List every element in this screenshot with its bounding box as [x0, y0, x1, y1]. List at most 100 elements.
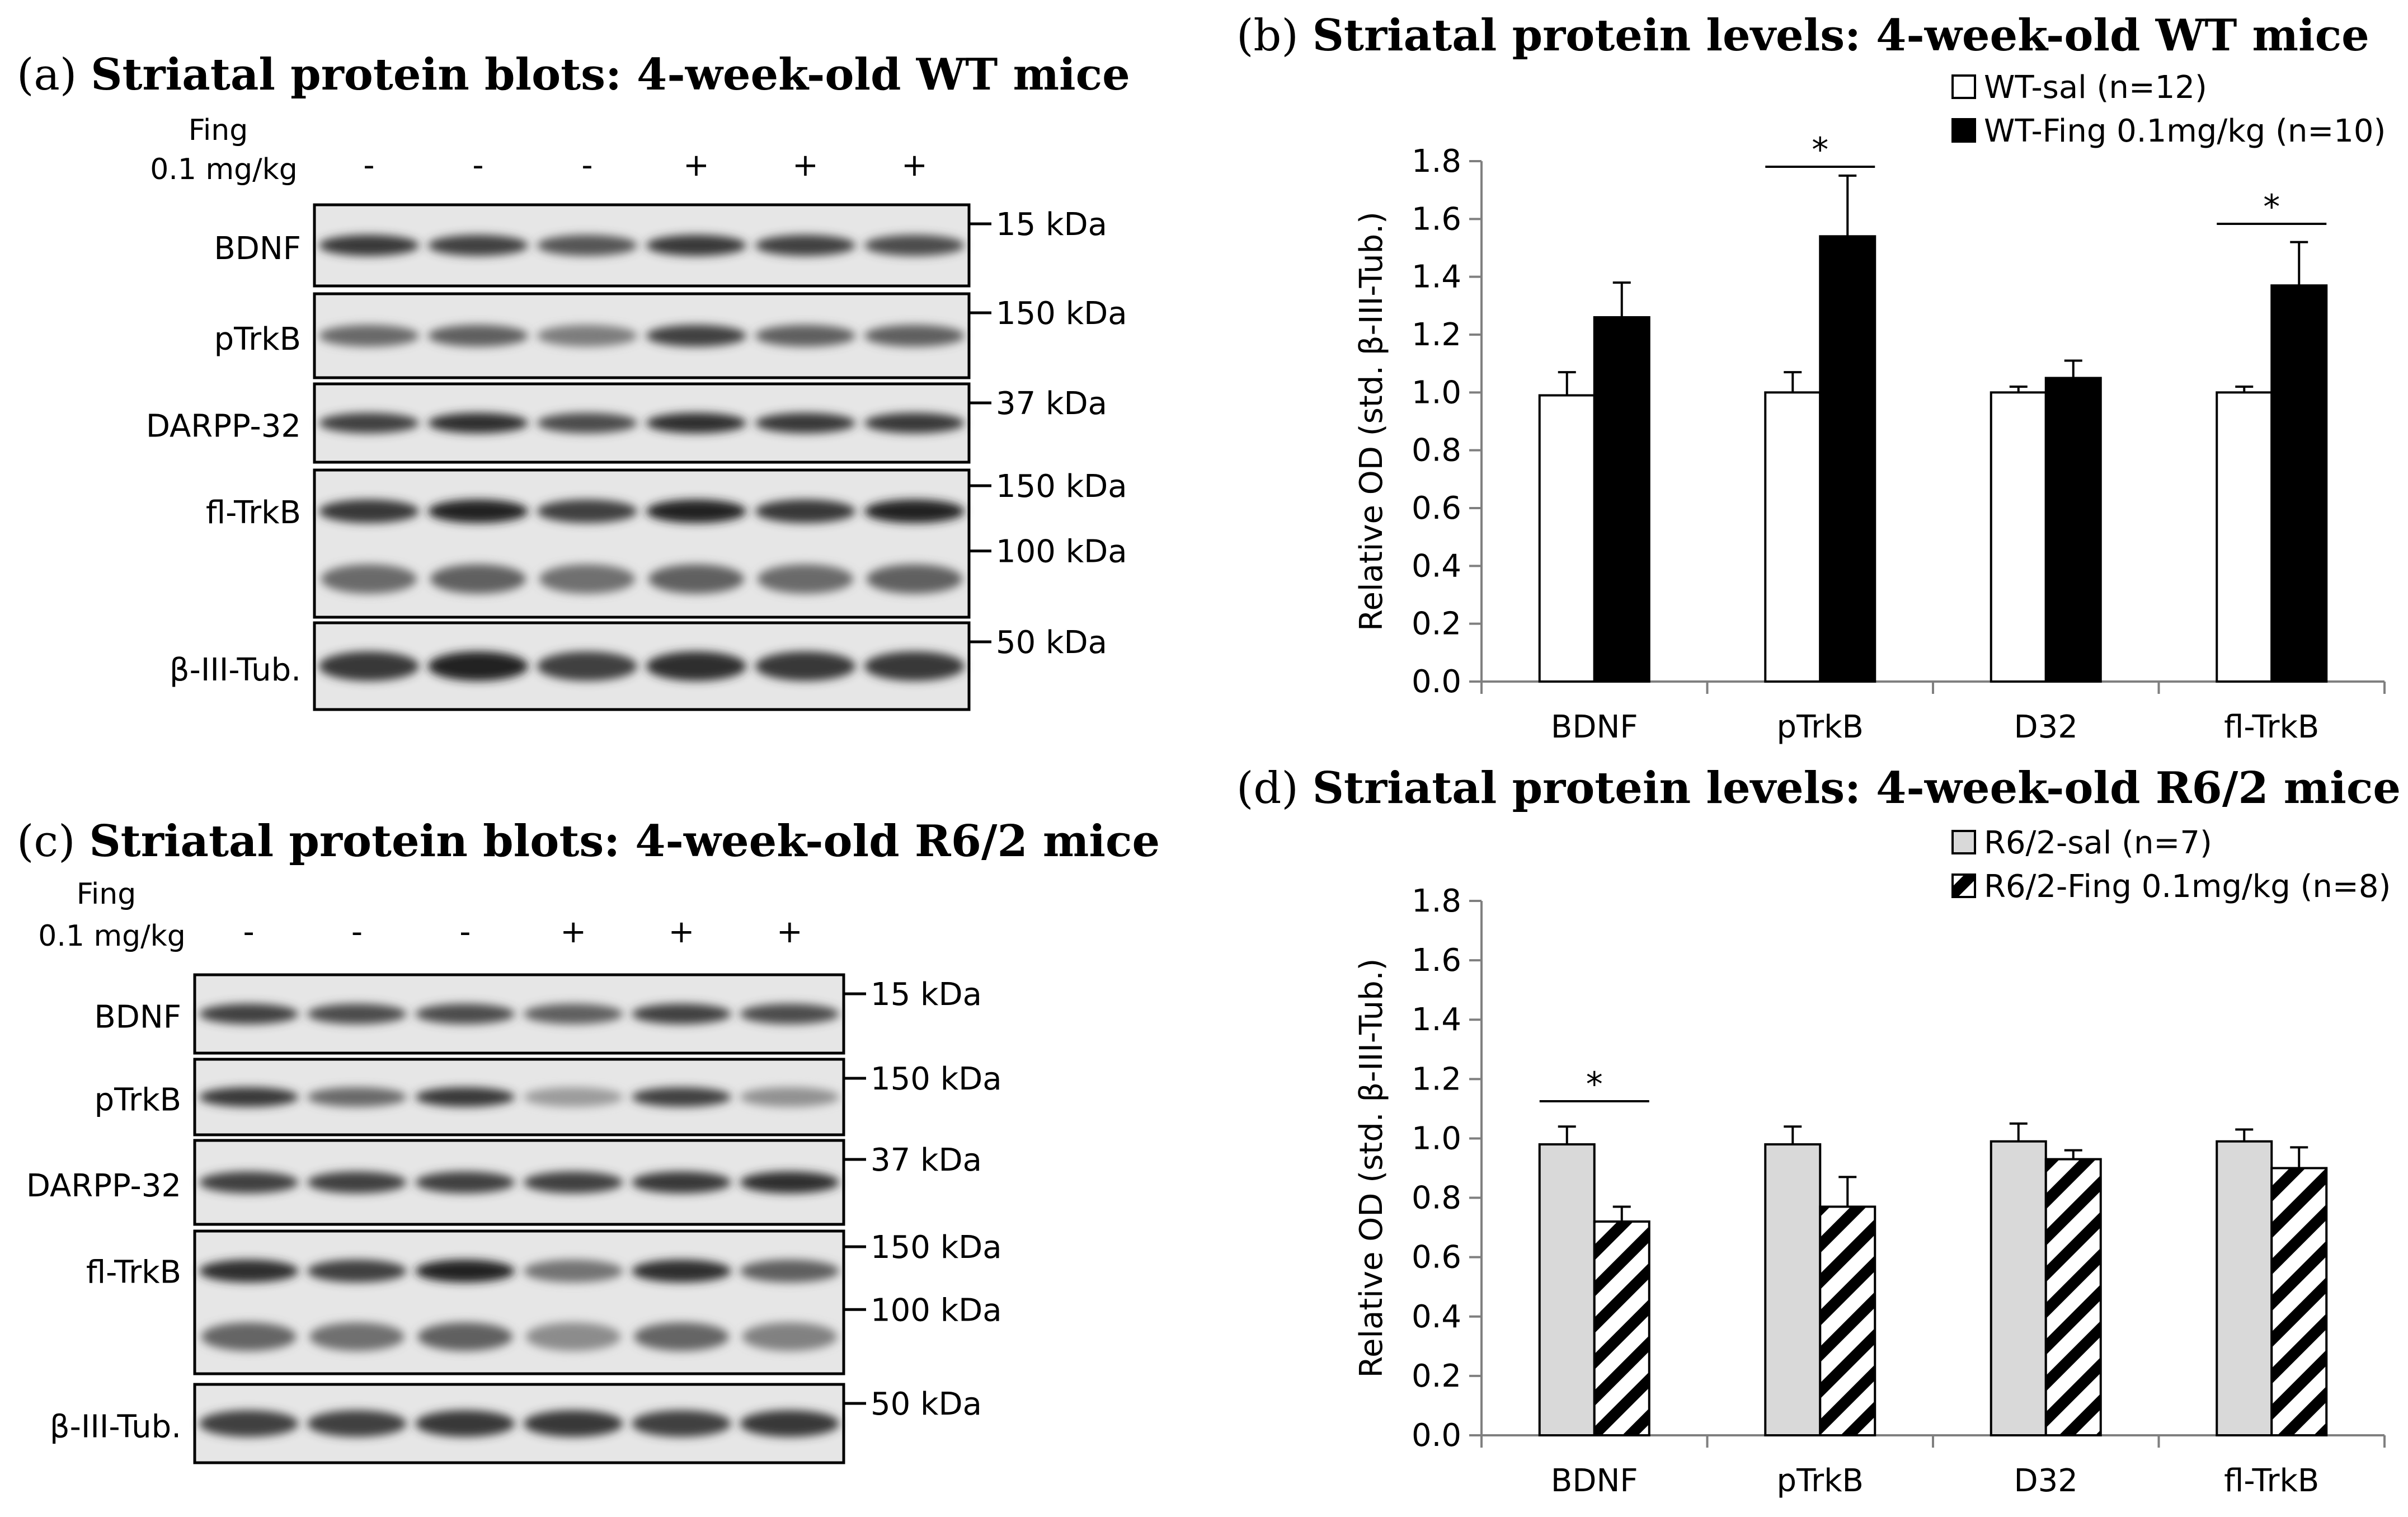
blot-band — [199, 1410, 299, 1437]
y-tick-label: 1.8 — [1412, 883, 1461, 919]
bar-wt-sal-bdnf — [1538, 394, 1596, 683]
lane-sign: - — [363, 147, 374, 184]
treatment-label-dose: 0.1 mg/kg — [38, 919, 186, 953]
marker-label: 37 kDa — [871, 1142, 982, 1178]
y-tick-label: 0.2 — [1412, 1358, 1461, 1394]
blot-band — [740, 1410, 840, 1437]
blot-band — [740, 1087, 840, 1107]
blot-band — [632, 1003, 731, 1025]
blot-band — [864, 651, 965, 681]
blot-frame — [193, 1229, 845, 1375]
panel-d-chart: 0.0 0.2 0.4 0.6 0.8 1.0 1.2 1.4 1.6 1.8 Relative O… — [1353, 825, 2391, 1499]
marker-label: 15 kDa — [996, 206, 1107, 243]
blot-band — [307, 1410, 407, 1437]
x-tick-label: fl-TrkB — [2224, 709, 2319, 745]
blot-name: β-III-Tub. — [50, 1408, 181, 1445]
panel-c-label: (c) — [17, 816, 76, 867]
blot-name: fl-TrkB — [86, 1255, 181, 1291]
lane-sign: + — [669, 914, 695, 950]
blot-band-lower — [321, 564, 417, 594]
y-tick-label: 0.8 — [1412, 1180, 1461, 1217]
legend-label: WT-sal (n=12) — [1984, 69, 2207, 106]
blot-fl-trkb: fl-TrkB 150 kDa 100 kDa — [86, 1229, 1002, 1375]
blot-band-lower — [430, 564, 526, 594]
marker-label: 37 kDa — [996, 386, 1107, 422]
blot-band — [632, 1260, 731, 1283]
blot-frame — [313, 203, 971, 288]
blot-band — [307, 1171, 407, 1194]
bar-wt-sal-d32 — [1990, 391, 2047, 683]
blot-band — [523, 1260, 623, 1283]
y-tick-label: 0.4 — [1412, 1299, 1461, 1335]
significance-star: * — [1586, 1065, 1603, 1104]
lane-sign: + — [777, 914, 803, 950]
legend-label: WT-Fing 0.1mg/kg (n=10) — [1984, 113, 2386, 149]
blot-name: DARPP-32 — [146, 408, 301, 444]
lane-sign: - — [472, 147, 483, 184]
blot-band — [646, 325, 747, 347]
legend-label: R6/2-Fing 0.1mg/kg (n=8) — [1984, 868, 2391, 905]
marker-label: 50 kDa — [871, 1386, 982, 1422]
blot-band — [740, 1260, 840, 1283]
panel-d-heading: (d) Striatal protein levels: 4-week-old … — [1236, 763, 2401, 814]
blot-name: BDNF — [214, 231, 301, 267]
y-tick-label: 0.6 — [1412, 490, 1461, 527]
panel-d-title: Striatal protein levels: 4-week-old R6/2… — [1313, 763, 2401, 814]
blot-frame — [193, 1383, 845, 1464]
blot-band — [415, 1260, 515, 1283]
blot-band — [632, 1087, 731, 1107]
blot-band-lower — [417, 1322, 513, 1351]
blot-band — [755, 234, 856, 256]
legend-swatch — [1951, 118, 1976, 143]
blot-band — [199, 1003, 299, 1025]
blot-band — [318, 651, 420, 681]
blot-ptrkb: pTrkB 150 kDa — [95, 1058, 1002, 1136]
y-tick-label: 1.0 — [1412, 1120, 1461, 1157]
y-tick-label: 0.0 — [1412, 1417, 1461, 1454]
blot-band — [537, 234, 638, 256]
blot-frame — [313, 468, 971, 619]
lane-sign: - — [581, 147, 592, 184]
blot-name: β-III-Tub. — [170, 652, 301, 688]
blot-band-lower — [309, 1322, 405, 1351]
panel-c-heading: (c) Striatal protein blots: 4-week-old R… — [17, 816, 1160, 867]
lane-sign: - — [351, 914, 363, 950]
blot-band — [427, 651, 529, 681]
blot-band — [646, 234, 747, 256]
lane-sign: - — [459, 914, 471, 950]
y-tick-label: 1.4 — [1412, 1002, 1461, 1038]
legend-label: R6/2-sal (n=7) — [1984, 825, 2212, 861]
blot-fl-trkb: fl-TrkB 150 kDa 100 kDa — [206, 468, 1127, 619]
blot-band — [427, 412, 529, 434]
blot-band-lower — [201, 1322, 297, 1351]
bar-wt-fing-d32 — [2044, 377, 2102, 683]
y-axis-label: Relative OD (std. β-III-Tub.) — [1353, 959, 1390, 1378]
blot-band — [646, 499, 747, 523]
blot-band — [318, 499, 420, 523]
x-tick-label: BDNF — [1551, 709, 1638, 745]
bar-r6-2-fing-fl-trkb — [2270, 1167, 2328, 1436]
treatment-label-dose: 0.1 mg/kg — [150, 153, 298, 186]
blot-band — [199, 1087, 299, 1107]
blot--iii-tub-: β-III-Tub. 50 kDa — [50, 1383, 982, 1464]
panel-d-label: (d) — [1236, 763, 1299, 814]
blot-band — [537, 499, 638, 523]
blot-band — [864, 234, 965, 256]
blot-band — [755, 412, 856, 434]
x-tick-label: pTrkB — [1777, 1463, 1864, 1499]
bar-r6-2-sal-fl-trkb — [2216, 1140, 2273, 1436]
x-tick-label: pTrkB — [1777, 709, 1864, 745]
blot-band-lower — [648, 564, 745, 594]
blot-band — [523, 1087, 623, 1107]
blot-name: fl-TrkB — [206, 495, 301, 531]
blot-band — [755, 325, 856, 347]
y-tick-label: 0.2 — [1412, 606, 1461, 642]
blot-band — [307, 1087, 407, 1107]
lane-sign: + — [792, 147, 819, 184]
bar-wt-fing-bdnf — [1593, 316, 1650, 683]
blot-band-lower — [539, 564, 636, 594]
panel-b-title: Striatal protein levels: 4-week-old WT m… — [1313, 10, 2369, 61]
blot-band — [632, 1410, 731, 1437]
blot-darpp-32: DARPP-32 37 kDa — [26, 1139, 982, 1226]
y-tick-label: 1.6 — [1412, 201, 1461, 237]
